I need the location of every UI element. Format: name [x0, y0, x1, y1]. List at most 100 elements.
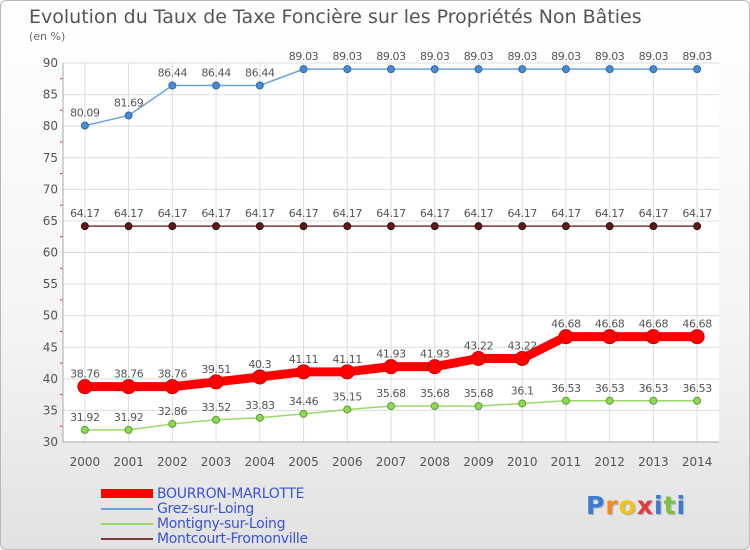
data-point	[605, 222, 614, 231]
data-point	[689, 329, 705, 345]
data-label: 64.17	[158, 207, 188, 220]
data-label: 38.76	[158, 368, 188, 381]
x-tick-label: 2012	[594, 455, 625, 469]
data-point	[299, 65, 308, 74]
data-label: 35.68	[376, 387, 406, 400]
data-label: 35.15	[333, 390, 363, 403]
data-point	[470, 350, 486, 366]
data-point	[427, 359, 443, 375]
data-point	[474, 65, 483, 74]
data-point	[602, 329, 618, 345]
data-label: 89.03	[682, 50, 712, 63]
x-tick-label: 2014	[682, 455, 713, 469]
data-label: 43.22	[464, 339, 494, 352]
y-tick-label: 70	[43, 182, 58, 196]
logo-letter: t	[663, 491, 677, 520]
y-tick-label: 45	[43, 340, 58, 354]
data-point	[299, 222, 308, 231]
data-point	[430, 65, 439, 74]
y-tick-label: 50	[43, 309, 58, 323]
data-label: 89.03	[551, 50, 581, 63]
data-point	[299, 409, 308, 418]
data-point	[387, 402, 395, 411]
data-label: 31.92	[70, 411, 100, 424]
y-tick-label: 35	[43, 403, 58, 417]
data-label: 36.53	[682, 382, 712, 395]
data-point	[561, 222, 570, 231]
x-tick-label: 2001	[113, 455, 144, 469]
data-point	[343, 405, 352, 414]
data-label: 38.76	[70, 368, 100, 381]
data-label: 36.53	[551, 382, 581, 395]
data-label: 41.11	[333, 353, 363, 366]
x-tick-label: 2000	[70, 455, 101, 469]
data-point	[383, 359, 399, 375]
data-label: 64.17	[682, 207, 712, 220]
y-axis-unit-label: (en %)	[29, 30, 66, 43]
data-label: 64.17	[639, 207, 669, 220]
data-point	[518, 399, 527, 408]
data-point	[80, 121, 89, 130]
data-point	[649, 65, 658, 74]
legend-swatch	[101, 507, 153, 510]
y-tick-label: 40	[43, 372, 58, 386]
data-label: 64.17	[551, 207, 581, 220]
data-label: 64.17	[464, 207, 494, 220]
data-label: 89.03	[639, 50, 669, 63]
data-label: 86.44	[201, 66, 231, 79]
data-point	[474, 222, 483, 231]
data-point	[343, 65, 352, 74]
data-label: 64.17	[507, 207, 537, 220]
data-point	[124, 222, 133, 231]
x-tick-label: 2008	[419, 455, 450, 469]
y-tick-label: 80	[43, 119, 58, 133]
data-point	[168, 81, 177, 90]
data-label: 41.93	[376, 348, 406, 361]
legend: BOURRON-MARLOTTE Grez-sur-Loing Montigny…	[101, 486, 308, 547]
data-point	[649, 396, 658, 405]
legend-item-grez-sur-loing: Grez-sur-Loing	[101, 500, 308, 517]
data-point	[558, 329, 574, 345]
legend-swatch	[101, 489, 153, 498]
data-label: 89.03	[507, 50, 537, 63]
data-point	[387, 65, 395, 74]
data-label: 64.17	[420, 207, 450, 220]
data-point	[430, 402, 439, 411]
legend-item-montigny-sur-loing: Montigny-sur-Loing	[101, 516, 308, 532]
data-label: 41.11	[289, 353, 319, 366]
data-point	[605, 65, 614, 74]
x-tick-label: 2004	[245, 455, 276, 469]
data-label: 36.53	[639, 382, 669, 395]
legend-swatch	[101, 522, 153, 525]
x-tick-label: 2013	[638, 455, 669, 469]
data-label: 46.68	[682, 318, 712, 331]
data-point	[124, 111, 133, 120]
x-tick-label: 2006	[332, 455, 363, 469]
data-point	[121, 379, 137, 395]
data-point	[693, 65, 702, 74]
data-label: 46.68	[595, 318, 625, 331]
data-point	[339, 364, 355, 380]
legend-label: Grez-sur-Loing	[157, 500, 254, 517]
data-point	[693, 396, 702, 405]
chart-title: Evolution du Taux de Taxe Foncière sur l…	[29, 6, 642, 28]
legend-label: Montcourt-Fromonville	[157, 530, 308, 547]
legend-swatch	[101, 537, 153, 540]
data-point	[387, 222, 395, 231]
data-label: 33.83	[245, 399, 275, 412]
legend-item-montcourt-fromonville: Montcourt-Fromonville	[101, 530, 308, 547]
y-tick-label: 55	[43, 277, 58, 291]
data-label: 89.03	[376, 50, 406, 63]
y-tick-label: 90	[43, 56, 58, 70]
data-point	[518, 65, 527, 74]
data-point	[561, 396, 570, 405]
data-label: 41.93	[420, 348, 450, 361]
data-label: 35.68	[420, 387, 450, 400]
data-label: 86.44	[245, 66, 275, 79]
data-point	[212, 81, 221, 90]
data-point	[296, 364, 312, 380]
data-label: 80.09	[70, 107, 100, 120]
data-point	[255, 413, 264, 422]
logo-letter: o	[618, 491, 637, 520]
